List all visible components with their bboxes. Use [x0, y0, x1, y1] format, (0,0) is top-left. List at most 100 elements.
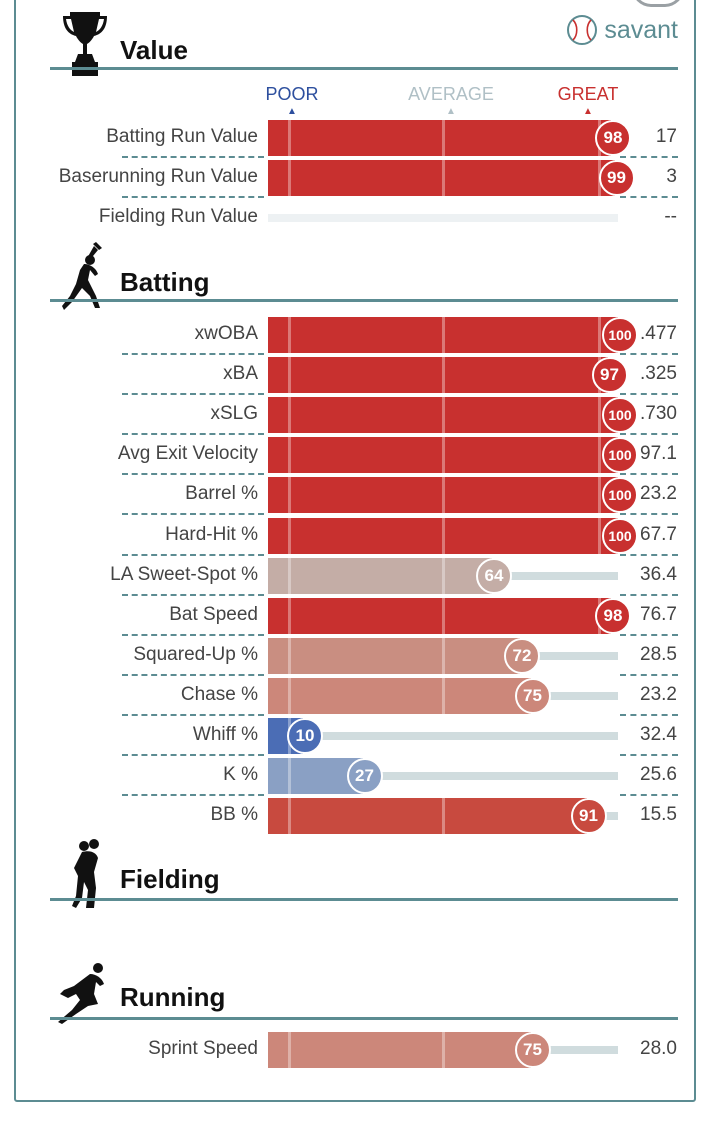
percentile-bubble: 100 — [602, 397, 638, 434]
metric-row[interactable]: Batting Run Value 98 17 — [0, 118, 713, 158]
percentile-bar — [268, 477, 618, 514]
metric-row[interactable]: xwOBA 100.477 — [0, 315, 713, 355]
bar-gridline — [442, 637, 445, 674]
scale-poor-label: POOR — [265, 84, 319, 104]
percentile-bubble: 98 — [595, 120, 631, 156]
scale-great-label: GREAT — [557, 84, 619, 104]
row-separator — [122, 196, 264, 198]
metric-row[interactable]: BB % 91 15.5 — [0, 796, 713, 836]
metric-row[interactable]: Hard-Hit % 100 67.7 — [0, 516, 713, 556]
metric-label: Chase % — [180, 683, 258, 705]
percentile-bubble: 75 — [514, 677, 551, 714]
percentile-bar — [268, 798, 587, 835]
percentile-bubble: 97 — [591, 357, 628, 394]
bar-gridline — [442, 397, 445, 434]
metric-row[interactable]: xBA 97 .325 — [0, 355, 713, 396]
batting-section-header: Batting — [50, 238, 678, 310]
bar-gridline — [288, 597, 291, 634]
percentile-bubble: 10 — [287, 718, 323, 754]
bar-gridline — [598, 477, 601, 514]
row-separator — [620, 196, 678, 198]
metric-row[interactable]: Bat Speed 98 76.7 — [0, 596, 713, 636]
bar-gridline — [288, 1032, 291, 1068]
bar-gridline — [598, 437, 601, 474]
bar-gridline — [442, 517, 445, 554]
metric-label: Hard-Hit % — [165, 523, 258, 545]
metric-value: 28.5 — [640, 643, 677, 665]
scale-average-label: AVERAGE — [408, 84, 494, 104]
row-separator — [122, 473, 264, 476]
metric-row[interactable]: xSLG 100.730 — [0, 395, 713, 436]
row-separator — [620, 593, 678, 596]
bar-gridline — [442, 1032, 445, 1068]
metric-row[interactable]: Squared-Up % 72 28.5 — [0, 636, 713, 676]
row-separator — [122, 433, 264, 436]
bar-gridline — [288, 120, 291, 156]
metric-label: Sprint Speed — [148, 1038, 258, 1059]
percentile-bar — [268, 160, 615, 196]
metric-value: 36.4 — [640, 563, 677, 585]
metric-label: LA Sweet-Spot % — [110, 563, 258, 585]
metric-row[interactable]: Barrel % 100 23.2 — [0, 475, 713, 516]
percentile-bar — [268, 317, 618, 353]
metric-value: 97.1 — [640, 443, 677, 465]
metric-label: Whiff % — [192, 724, 258, 745]
row-separator — [122, 713, 264, 716]
metric-label: Avg Exit Velocity — [117, 443, 258, 465]
metric-row[interactable]: Avg Exit Velocity 100 97.1 — [0, 435, 713, 476]
metric-label: Baserunning Run Value — [58, 166, 258, 187]
fielder-icon — [70, 838, 106, 910]
percentile-bubble: 100 — [602, 317, 638, 353]
section-divider — [50, 299, 678, 302]
bar-gridline — [288, 677, 291, 714]
metric-value: 15.5 — [640, 804, 677, 826]
section-title-fielding: Fielding — [120, 864, 220, 894]
row-separator — [620, 393, 678, 396]
section-divider — [50, 1017, 678, 1020]
section-title-batting: Batting — [120, 267, 210, 297]
metric-label: Bat Speed — [169, 603, 258, 625]
bar-gridline — [442, 357, 445, 394]
metric-row[interactable]: Fielding Run Value -- — [0, 198, 713, 238]
metric-row[interactable]: K % 27 25.6 — [0, 756, 713, 797]
metric-label: Barrel % — [185, 483, 258, 505]
metric-row[interactable]: Baserunning Run Value 99 3 — [0, 158, 713, 198]
row-separator — [122, 593, 264, 596]
row-separator — [122, 633, 264, 636]
metric-row[interactable]: Chase % 75 23.2 — [0, 676, 713, 716]
section-divider — [50, 67, 678, 70]
metric-value: 23.2 — [640, 683, 677, 705]
row-separator — [122, 553, 264, 556]
batter-icon — [60, 240, 110, 310]
savant-brand[interactable]: savant — [566, 14, 678, 46]
row-separator — [620, 156, 678, 158]
percentile-bubble: 75 — [514, 1032, 551, 1068]
metric-label: K % — [223, 764, 258, 786]
row-separator — [122, 673, 264, 676]
row-separator — [620, 473, 678, 476]
scale-average: AVERAGE ▲ — [391, 84, 511, 117]
metric-label: BB % — [210, 804, 258, 826]
percentile-bubble: 91 — [570, 798, 607, 835]
bar-gridline — [598, 397, 601, 434]
metric-row[interactable]: Whiff % 10 32.4 — [0, 716, 713, 756]
row-separator — [620, 633, 678, 636]
metric-value: .730 — [640, 403, 677, 425]
metric-row[interactable]: LA Sweet-Spot % 64 36.4 — [0, 556, 713, 596]
percentile-track — [268, 214, 618, 222]
bar-gridline — [442, 477, 445, 514]
baseball-icon — [566, 14, 598, 46]
percentile-bubble: 100 — [602, 437, 638, 474]
metric-row[interactable]: Sprint Speed 75 28.0 — [0, 1030, 713, 1070]
metric-value: .325 — [640, 363, 677, 385]
metric-value: 17 — [655, 126, 677, 147]
row-separator — [620, 353, 678, 355]
bar-gridline — [442, 437, 445, 474]
metric-value: 32.4 — [640, 724, 677, 745]
fielding-section-header: Fielding — [50, 838, 678, 908]
percentile-bar — [268, 557, 492, 594]
bar-gridline — [288, 397, 291, 434]
bar-gridline — [288, 357, 291, 394]
row-separator — [620, 513, 678, 516]
scale-great: GREAT ▲ — [528, 84, 648, 117]
